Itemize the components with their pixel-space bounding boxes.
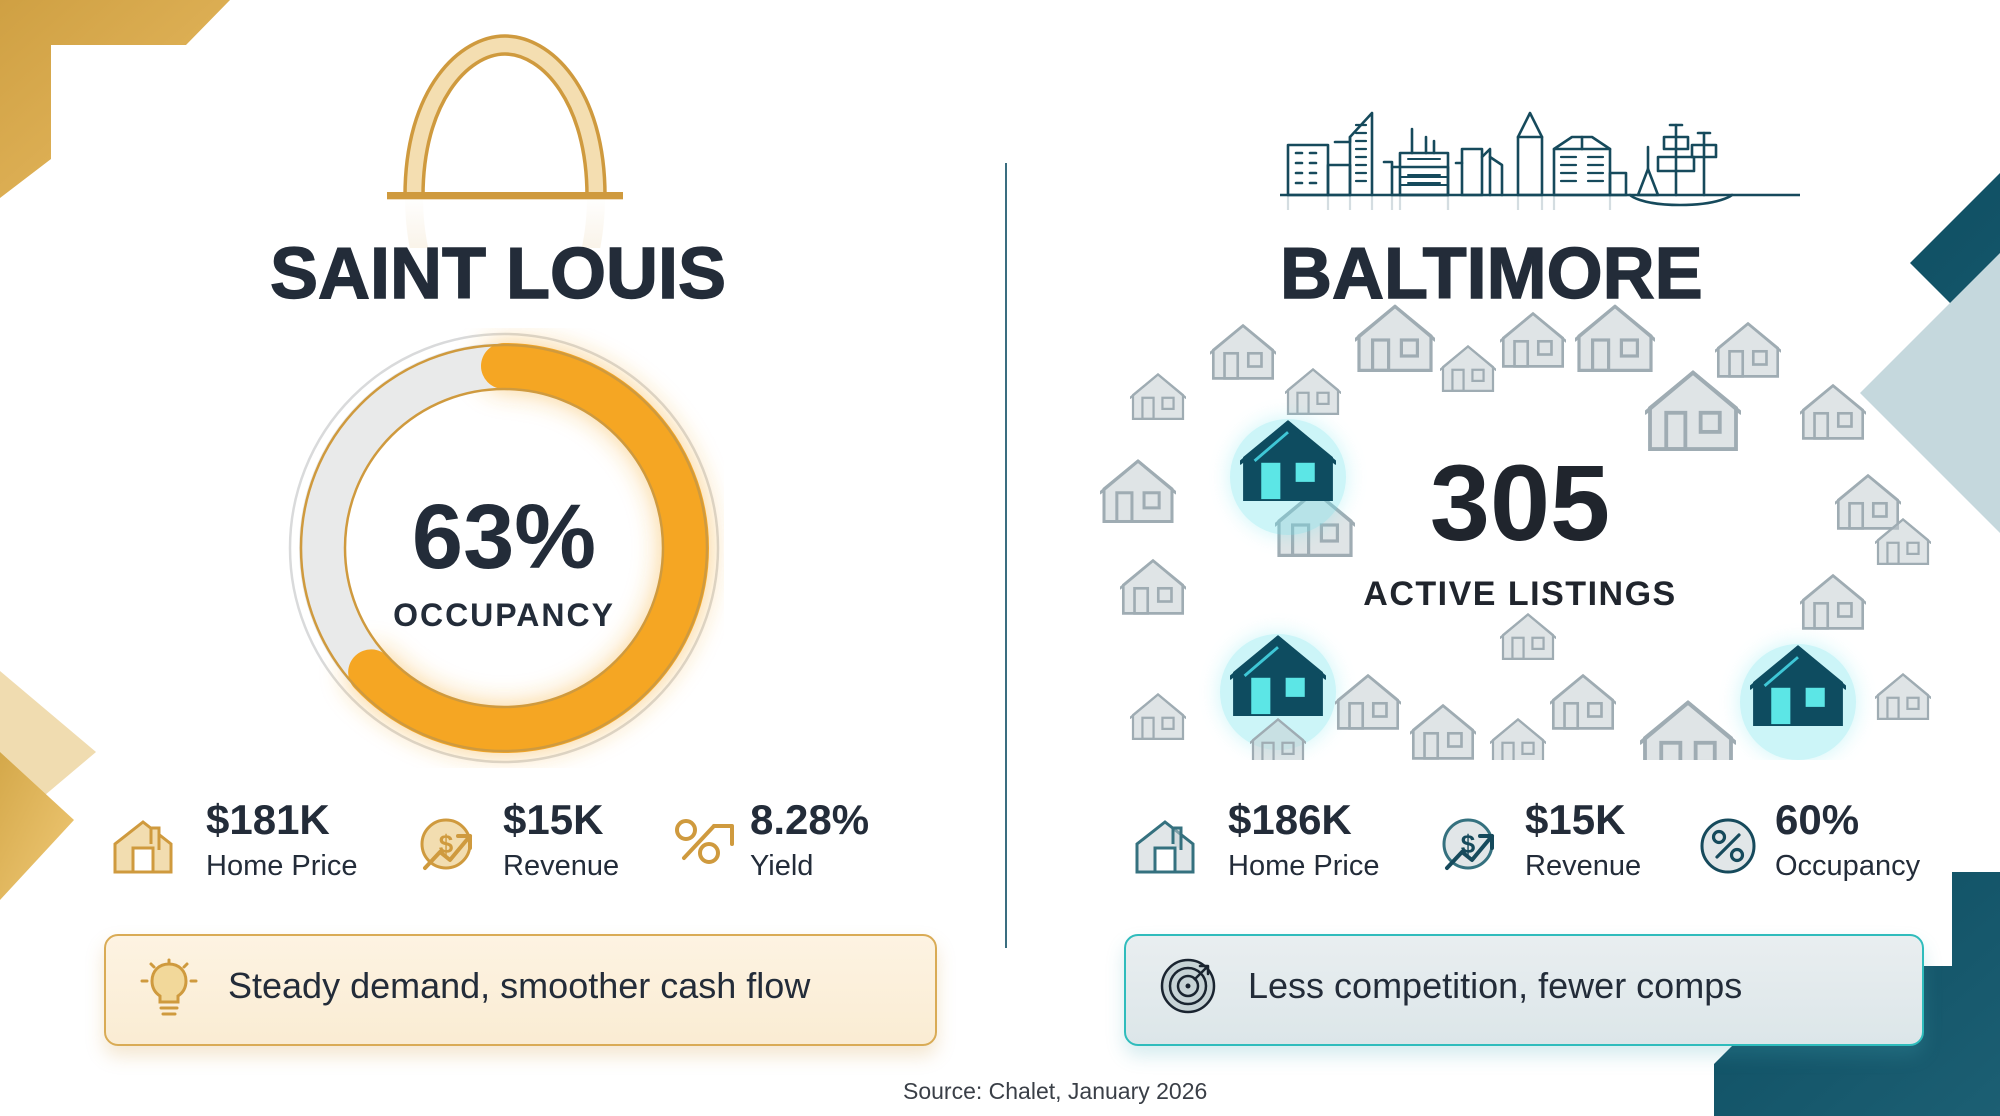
svg-text:OCCUPANCY: OCCUPANCY	[393, 597, 615, 633]
svg-text:305: 305	[1430, 442, 1610, 563]
svg-text:ACTIVE LISTINGS: ACTIVE LISTINGS	[1363, 575, 1676, 613]
svg-text:63%: 63%	[412, 486, 596, 588]
